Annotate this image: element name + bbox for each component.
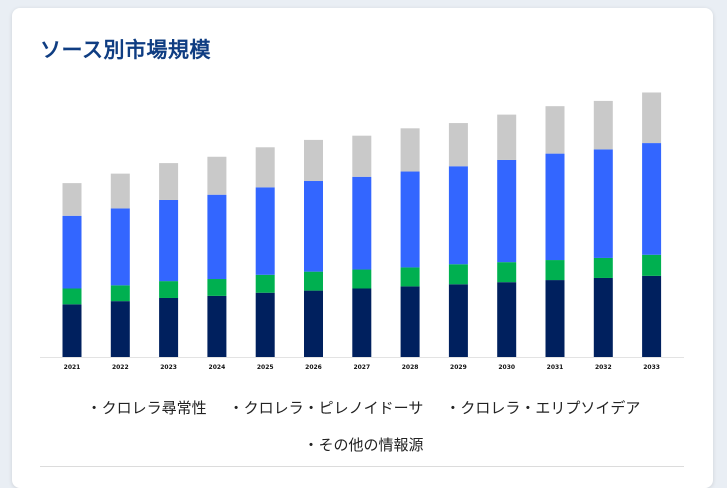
bar-segment-2028-series-3 [400,171,420,268]
x-tick-label: 2031 [547,364,564,371]
bar-segment-2023-series-2 [159,281,179,298]
x-tick-label: 2025 [257,364,274,371]
x-tick-label: 2029 [450,364,467,371]
bar-segment-2032-series-3 [593,149,613,258]
x-tick-label: 2023 [160,364,177,371]
x-tick-label: 2021 [64,364,81,371]
bar-segment-2023-series-1 [159,297,179,357]
bar-segment-2022-series-1 [110,301,130,357]
x-tick-label: 2033 [643,364,660,371]
bar-segment-2024-series-2 [207,279,227,296]
bar-segment-2029-series-2 [448,264,468,285]
bar-segment-2033-series-2 [642,254,662,276]
stacked-bar-chart: 2021 2022 2023 2024 2025 2026 2027 2028 2029 2030… [40,92,684,371]
bar-segment-2032-series-2 [593,257,613,278]
bar-segment-2022-series-4 [110,173,130,209]
bar-segment-2030-series-3 [497,159,517,263]
bar-segment-2028-series-1 [400,286,420,357]
bar-segment-2033-series-4 [642,92,662,144]
bar-segment-2031-series-4 [545,106,565,154]
bar-segment-2022-series-3 [110,208,130,286]
chart-legend: ・クロレラ尋常性 ・クロレラ・ピレノイドーサ ・クロレラ・エリプソイデア・その他の情… [36,390,691,464]
bar-segment-2028-series-2 [400,267,420,287]
bar-segment-2026-series-4 [304,139,323,182]
bar-segment-2033-series-1 [642,275,662,357]
bar-segment-2021-series-3 [62,215,82,289]
legend-item-chlorella-ellipsoidea: ・クロレラ・エリプソイデア [445,399,641,417]
bar-segment-2024-series-1 [207,295,227,357]
bar-segment-2023-series-3 [159,199,179,282]
bar-segment-2025-series-1 [255,292,275,357]
legend-item-chlorella-pyrenoidosa: ・クロレラ・ピレノイドーサ [228,399,424,417]
bar-segment-2029-series-3 [448,166,468,265]
chart-title: ソース別市場規模 [40,38,211,62]
x-tick-label: 2027 [353,364,370,371]
bar-segment-2028-series-4 [400,128,420,172]
bar-segment-2024-series-3 [207,194,227,280]
legend-item-chlorella-vulgaris: ・クロレラ尋常性 [86,399,207,417]
divider [40,466,684,467]
bar-segment-2030-series-2 [497,262,517,283]
bar-segment-2022-series-2 [110,285,130,302]
bar-segment-2029-series-1 [448,284,468,357]
bar-segment-2032-series-1 [593,277,613,357]
x-tick-label: 2022 [112,364,129,371]
bar-segment-2021-series-1 [62,304,82,357]
legend-item-other-sources: ・その他の情報源 [303,436,424,454]
bar-segment-2025-series-2 [255,274,275,293]
bar-segment-2027-series-1 [352,288,372,357]
x-tick-label: 2024 [209,364,226,371]
bar-segment-2029-series-4 [448,123,468,167]
bar-segment-2030-series-1 [497,282,517,357]
bar-segment-2033-series-3 [642,143,662,255]
x-tick-label: 2028 [402,364,419,371]
bar-segment-2030-series-4 [497,114,517,160]
bar-segment-2025-series-4 [255,147,275,188]
bar-segment-2027-series-2 [352,269,372,289]
bar-segment-2021-series-2 [62,288,82,305]
bar-segment-2027-series-3 [352,176,372,270]
bar-segment-2024-series-4 [207,156,227,195]
bar-segment-2031-series-3 [545,153,565,261]
market-size-card: ソース別市場規模 2021 2022 2023 2024 2025 2026 2027 202… [12,8,713,488]
bar-segment-2027-series-4 [352,135,372,177]
bar-segment-2023-series-4 [159,163,179,200]
bar-segment-2031-series-1 [545,280,565,357]
bar-segment-2026-series-3 [304,181,323,272]
x-tick-label: 2026 [305,364,322,371]
bar-segment-2032-series-4 [593,100,613,150]
bar-segment-2026-series-1 [304,290,323,357]
bar-segment-2021-series-4 [62,183,82,216]
x-tick-label: 2032 [595,364,612,371]
bar-segment-2031-series-2 [545,260,565,281]
bar-segment-2026-series-2 [304,271,323,291]
bar-segment-2025-series-3 [255,187,275,275]
x-tick-label: 2030 [498,364,515,371]
